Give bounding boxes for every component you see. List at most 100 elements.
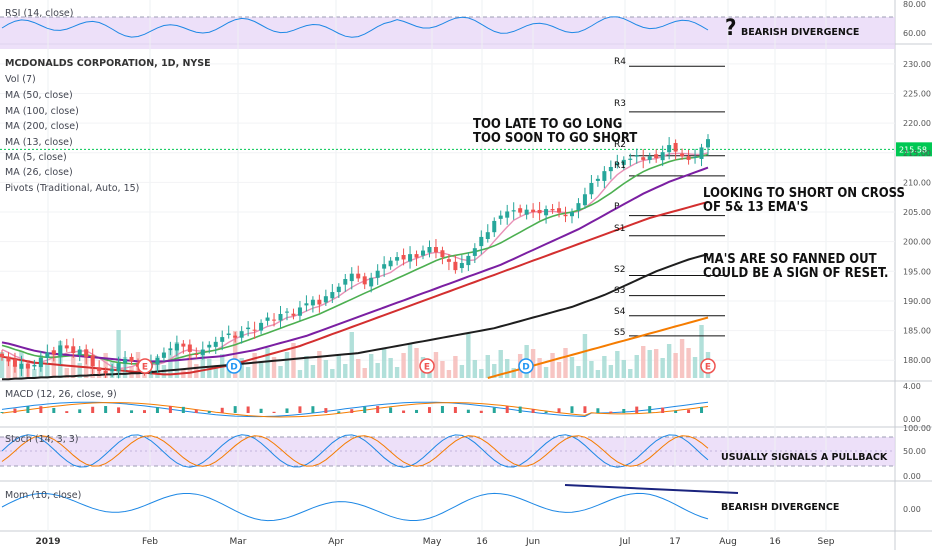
annotation-short-2: OF 5& 13 EMA'S	[703, 200, 809, 215]
volume-bar	[556, 362, 562, 378]
candle-body	[194, 353, 199, 355]
candle-body	[58, 345, 63, 357]
macd-hist-bar	[427, 407, 431, 413]
volume-bar	[297, 370, 303, 378]
volume-bar	[265, 348, 270, 378]
candle-body	[401, 255, 406, 260]
macd-hist-bar	[648, 406, 652, 413]
pivot-label-s4: S4	[614, 307, 626, 317]
macd-hist-bar	[39, 406, 43, 413]
y-tick-label: 180.00	[903, 356, 931, 365]
candle-body	[544, 209, 549, 216]
candle-body	[265, 317, 270, 321]
volume-bar	[498, 350, 503, 378]
volume-bar	[505, 359, 510, 378]
candle-body	[252, 329, 257, 331]
volume-bar	[543, 367, 549, 378]
y-tick-label: 195.00	[903, 267, 931, 276]
candle-body	[356, 273, 361, 279]
candle-body	[660, 152, 665, 161]
y-tick-label: 190.00	[903, 297, 931, 306]
ma-line-ma100close	[2, 253, 709, 381]
candle-body	[693, 156, 698, 158]
y-tick-label: 230.00	[903, 60, 931, 69]
candle-body	[259, 322, 264, 331]
annotation-too-late: TOO LATE TO GO LONG	[473, 117, 623, 132]
event-marker-label: E	[424, 363, 430, 373]
candle-body	[537, 209, 542, 214]
candle-body	[291, 313, 296, 316]
macd-signal-line	[1, 402, 709, 418]
candle-body	[284, 311, 289, 313]
candle-body	[220, 337, 225, 342]
volume-bar	[472, 360, 478, 378]
volume-bar	[381, 349, 387, 378]
volume-bar	[388, 358, 393, 378]
x-tick-label: Feb	[142, 537, 158, 547]
event-marker	[226, 358, 242, 374]
candle-body	[297, 307, 302, 316]
macd-hist-bar	[0, 412, 4, 413]
candle-body	[550, 209, 555, 211]
candle-body	[226, 333, 231, 336]
macd-hist-bar	[570, 406, 574, 413]
candle-body	[246, 327, 251, 330]
x-tick-label: 2019	[35, 537, 60, 547]
x-tick-label: May	[423, 537, 442, 547]
candle-body	[110, 369, 115, 372]
macd-hist-bar	[52, 407, 56, 413]
volume-bar	[628, 369, 633, 378]
macd-hist-bar	[661, 407, 665, 413]
volume-bar	[660, 358, 665, 378]
volume-bar	[258, 362, 264, 378]
pivot-label-s2: S2	[614, 265, 626, 275]
macd-hist-bar	[259, 408, 263, 413]
pivot-label-r2: R2	[614, 140, 626, 150]
event-marker-label: E	[705, 363, 711, 373]
volume-bar	[45, 364, 50, 378]
macd-hist-bar	[246, 406, 250, 413]
volume-bar	[485, 355, 490, 378]
candle-body	[168, 348, 173, 351]
volume-bar	[492, 364, 497, 378]
pivot-label-s3: S3	[614, 286, 626, 296]
candle-body	[207, 344, 212, 348]
volume-bar	[602, 356, 607, 378]
candle-body	[278, 313, 283, 321]
volume-bar	[466, 333, 471, 378]
candle-body	[427, 247, 432, 253]
volume-bar	[213, 368, 218, 378]
macd-hist-bar	[104, 406, 108, 413]
volume-bar	[537, 358, 542, 378]
macd-hist-bar	[350, 409, 354, 413]
candle-body	[569, 212, 574, 217]
macd-hist-bar	[78, 409, 82, 413]
candle-body	[233, 335, 238, 338]
candle-body	[686, 156, 691, 160]
volume-bar	[343, 364, 348, 378]
volume-bar	[401, 353, 406, 378]
candle-body	[0, 353, 4, 358]
volume-bar	[641, 346, 646, 378]
osc-tick-label: 60.00	[903, 29, 926, 38]
volume-bar	[589, 361, 594, 378]
osc-tick-label: 100.00	[903, 424, 931, 433]
pivot-label-s1: S1	[614, 224, 626, 234]
macd-hist-bar	[130, 410, 134, 413]
chart-title: MCDONALDS CORPORATION, 1D, NYSE	[5, 58, 211, 69]
volume-bar	[699, 325, 704, 378]
volume-bar	[103, 353, 108, 378]
volume-bar	[615, 351, 620, 378]
candle-body	[498, 215, 503, 219]
macd-hist-bar	[168, 406, 172, 413]
candle-body	[187, 344, 192, 352]
candle-body	[103, 370, 108, 374]
macd-hist-bar	[609, 411, 613, 413]
candle-body	[440, 250, 445, 258]
volume-bar	[692, 357, 698, 378]
volume-bar	[368, 354, 374, 378]
candle-body	[621, 159, 626, 165]
momentum-line	[1, 492, 709, 522]
volume-bar	[608, 365, 614, 378]
